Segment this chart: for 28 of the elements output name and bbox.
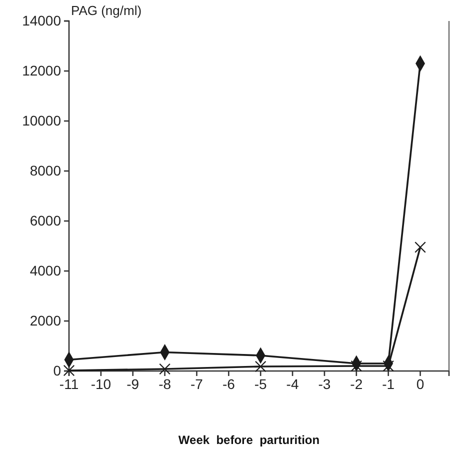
y-tick-label: 14000 <box>22 12 62 28</box>
y-tick-label: 2000 <box>30 312 62 328</box>
x-tick-label: -8 <box>158 376 172 392</box>
y-tick-label: 10000 <box>22 112 62 128</box>
y-axis-title: PAG (ng/ml) <box>71 3 142 18</box>
y-tick-label: 6000 <box>30 212 62 228</box>
y-tick-label: 12000 <box>22 62 62 78</box>
x-tick-label: -10 <box>90 376 112 392</box>
x-tick-label: -3 <box>318 376 331 392</box>
x-tick-label: -1 <box>382 376 395 392</box>
y-tick-label: 8000 <box>30 162 62 178</box>
x-tick-label: -5 <box>254 376 268 392</box>
point <box>350 360 362 372</box>
point <box>159 363 171 375</box>
point <box>414 242 426 253</box>
x-tick-label: -6 <box>222 376 236 392</box>
x-tick-label: -2 <box>350 376 363 392</box>
x-tick-label: -9 <box>126 376 140 392</box>
x-axis-title: Week before parturition <box>178 433 320 447</box>
x-tick-label: 0 <box>416 376 424 392</box>
point <box>63 364 75 376</box>
x-tick-label: -11 <box>59 376 79 392</box>
y-tick-label: 4000 <box>30 262 62 278</box>
y-tick-label: 0 <box>53 362 62 378</box>
point <box>254 360 266 372</box>
x-tick-label: -4 <box>286 376 299 392</box>
point <box>382 360 394 372</box>
x-tick-label: -7 <box>190 376 204 392</box>
